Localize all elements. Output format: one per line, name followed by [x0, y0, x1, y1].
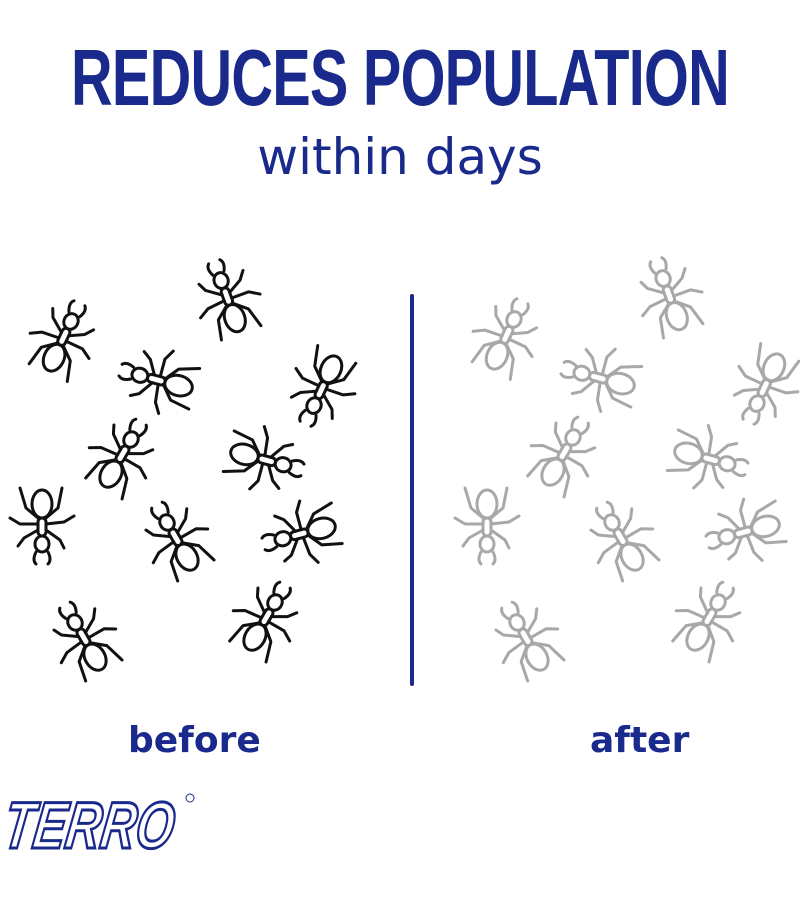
divider	[410, 294, 414, 686]
ant-icon	[477, 587, 575, 689]
ant-icon	[127, 487, 225, 589]
ant-icon	[217, 567, 315, 669]
ant-icon	[16, 288, 110, 388]
ant-icon	[35, 587, 133, 689]
ant-icon	[182, 249, 272, 346]
ant-icon	[73, 404, 171, 506]
ant-icon	[718, 337, 800, 437]
ant-icon	[624, 247, 714, 344]
ant-icon	[572, 487, 670, 589]
ant-icon	[660, 567, 758, 669]
headline: REDUCES POPULATION	[70, 33, 730, 122]
ant-icon	[697, 489, 791, 575]
before-ants	[8, 249, 369, 689]
ant-icon	[552, 335, 646, 421]
ant-icon	[110, 337, 204, 423]
after-label: after	[590, 720, 690, 761]
ant-icon	[275, 339, 369, 439]
before-label: before	[128, 720, 261, 761]
ant-icon	[663, 416, 757, 502]
ant-icon	[459, 286, 553, 386]
ant-icon	[253, 491, 347, 577]
terro-logo: TERRO	[0, 788, 195, 858]
svg-text:TERRO: TERRO	[0, 789, 180, 858]
ant-icon	[219, 417, 313, 503]
after-ants	[453, 247, 800, 689]
subheadline: within days	[257, 128, 543, 186]
ant-icon	[515, 402, 613, 504]
ant-icon	[453, 486, 521, 566]
ant-icon	[8, 486, 76, 566]
